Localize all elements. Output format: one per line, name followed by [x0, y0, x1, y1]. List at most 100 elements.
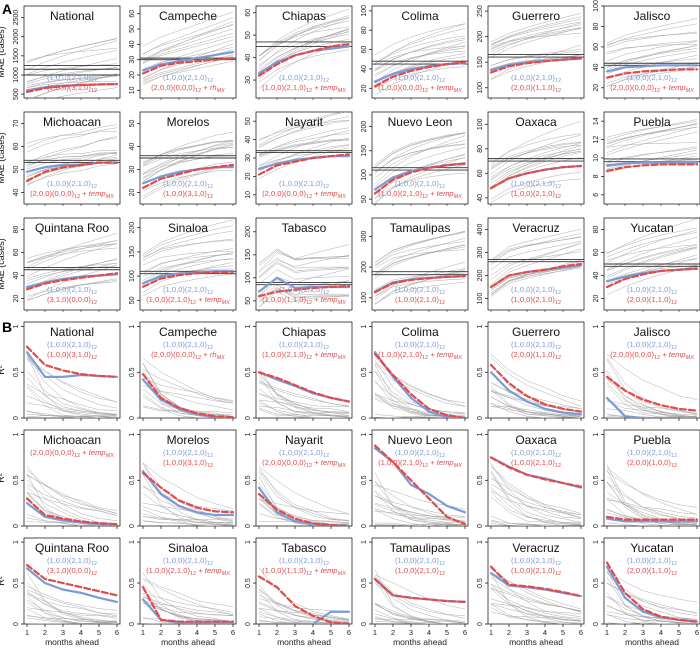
background-series-line [490, 143, 582, 180]
background-series-line [606, 119, 698, 141]
model-label-plus: + [428, 189, 437, 198]
model-label-period: 12 [207, 194, 213, 200]
model-label-blue: (1,0,0)(2,1,0)12 [511, 179, 561, 190]
background-series-line [490, 142, 582, 170]
panel-frame [487, 5, 585, 99]
model-label-blue: (1,0,0)(2,1,0)12 [47, 340, 97, 351]
background-series-line [490, 396, 582, 418]
series-line-red [489, 57, 583, 74]
background-series-line [258, 588, 350, 620]
series-line-red [489, 262, 583, 289]
model-label-order: (1,0,0)(2,1,0) [279, 285, 323, 294]
series-line-blue [605, 161, 699, 167]
background-series-line [490, 149, 582, 178]
panel-title: National [50, 325, 94, 339]
background-series-line [374, 132, 466, 165]
model-label-blue: (1,0,0)(2,1,0)12 [395, 285, 445, 296]
background-series-line [142, 584, 233, 624]
model-label-order: (1,0,0)(3,1,0) [163, 189, 207, 198]
model-label-order: (1,0,0)(2,1,0) [279, 73, 323, 82]
model-label-covariate-sub: MX [686, 88, 695, 94]
model-label-order: (1,0,0)(2,1,0) [627, 340, 671, 349]
background-series-line [490, 44, 582, 80]
x-tick-label: 2 [275, 628, 279, 637]
panel-B-colima: 00.51 Colima(1,0,0)(2,1,0)12(1,0,0)(2,1,0… [361, 321, 469, 421]
model-label-order: (1,0,0)(2,1,0) [395, 566, 439, 575]
background-series-line [606, 622, 697, 624]
panel-plot-area [256, 8, 352, 89]
background-series-line [26, 80, 118, 88]
background-series-line [258, 112, 348, 146]
background-series-line [490, 24, 582, 49]
background-series-line [258, 120, 350, 140]
model-label-period: 12 [439, 453, 445, 459]
background-series-line [142, 579, 234, 616]
y-tick-label: 6 [593, 193, 600, 197]
background-series-line [142, 165, 234, 199]
background-series-line [142, 230, 234, 259]
y-tick-label: 100 [361, 5, 368, 17]
background-series-line [258, 150, 350, 166]
background-series-line [606, 400, 698, 415]
model-label-plus: + [201, 83, 210, 92]
model-label-period: 12 [74, 194, 80, 200]
x-tick-label: 1 [25, 628, 29, 637]
y-tick-label: 30 [245, 76, 252, 84]
model-label-period: 12 [91, 571, 97, 577]
model-label-order: (1,0,0)(2,1,0) [262, 83, 306, 92]
series-line-blue [605, 396, 699, 418]
background-series-line [142, 596, 234, 616]
background-series-line [258, 284, 350, 300]
model-label-order: (1,0,0)(2,1,0) [395, 448, 439, 457]
y-tick-label: 50 [245, 117, 252, 125]
y-tick-label: 100 [361, 169, 368, 181]
model-label-order: (1,0,0)(2,1,0) [627, 73, 671, 82]
series-line-red [25, 161, 119, 183]
background-series-line [258, 15, 350, 61]
y-tick-label: 400 [477, 224, 484, 236]
background-series-line [26, 262, 118, 279]
model-label-period: 12 [91, 300, 97, 306]
y-tick-label: 0 [245, 416, 252, 420]
x-tick-label: 6 [579, 628, 583, 637]
model-label-order: (1,0,0)(2,1,0) [511, 340, 555, 349]
panel-plot-area [24, 37, 120, 98]
panel-plot-area [25, 345, 119, 418]
model-label-blue: (1,0,0)(2,1,0)12 [279, 556, 329, 567]
y-tick-label: 0 [245, 622, 252, 626]
y-tick-label: 2500 [13, 10, 20, 26]
background-series-line [606, 18, 698, 44]
y-tick-label: 20 [593, 295, 600, 303]
background-series-line [374, 37, 466, 71]
model-label-blue: (1,0,0)(2,1,0)12 [47, 556, 97, 567]
background-series-line [374, 370, 466, 414]
background-series-line [26, 131, 118, 144]
series-line-red [25, 82, 119, 93]
background-series-line [490, 566, 582, 618]
background-series-line [26, 595, 117, 624]
panel-title: Sinaloa [168, 541, 208, 555]
y-tick-label: 0.5 [477, 475, 484, 485]
model-label-order: (1,0,0)(2,1,0) [163, 448, 207, 457]
y-tick-label: 0 [477, 416, 484, 420]
background-series-line [26, 411, 117, 418]
series-line-red [373, 444, 467, 526]
y-tick-label: 0 [361, 524, 368, 528]
background-series-line [490, 515, 581, 526]
y-axis-label: R² [0, 365, 6, 375]
background-series-line [26, 395, 118, 415]
background-series-line [142, 47, 234, 70]
model-label-period: 12 [207, 184, 213, 190]
panel-B-morelos: 0 0.5 1 Morelos(1,0,0)(2,1,0)12(1,0,0)(3,1,… [129, 429, 237, 529]
x-tick-label: 3 [61, 628, 65, 637]
model-label-red: (1,0,0)(2,1,0)12 [511, 189, 561, 200]
background-series-line [142, 140, 234, 178]
background-series-line [490, 466, 582, 516]
panel-plot-area [372, 132, 468, 204]
series-line-red [605, 561, 699, 623]
background-series-line [374, 575, 466, 617]
panel-B-campeche: 00.51 Campeche(1,0,0)(2,1,0)12(2,0,0)(0,0… [129, 321, 237, 421]
